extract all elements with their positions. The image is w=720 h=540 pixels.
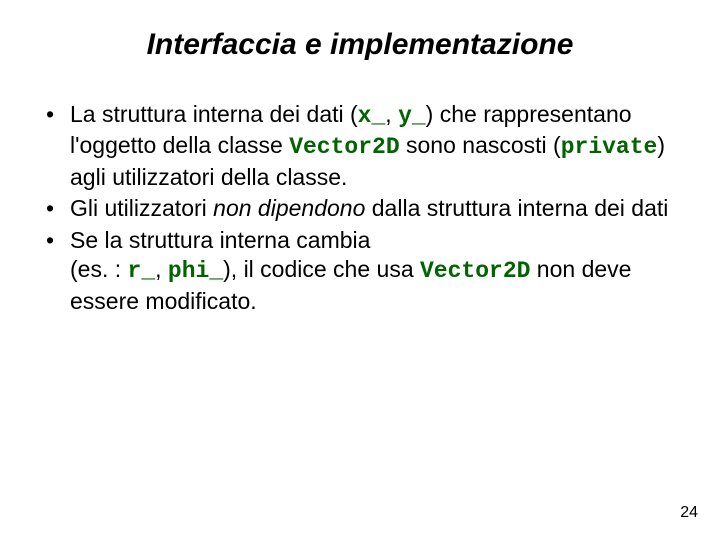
text: Gli utilizzatori — [70, 195, 213, 221]
bullet-item-2: Gli utilizzatori non dipendono dalla str… — [42, 194, 680, 223]
slide: Interfaccia e implementazione La struttu… — [0, 0, 720, 540]
bullet-item-1: La struttura interna dei dati (x_, y_) c… — [42, 100, 680, 192]
code-y: y_ — [398, 103, 426, 129]
code-vector2d-2: Vector2D — [420, 258, 530, 284]
italic-text: non dipendono — [213, 195, 365, 221]
code-r: r_ — [128, 258, 156, 284]
page-number: 24 — [680, 504, 698, 522]
bullet-item-3: Se la struttura interna cambia (es. : r_… — [42, 226, 680, 316]
bullet-list: La struttura interna dei dati (x_, y_) c… — [42, 100, 680, 316]
text: ), il codice che usa — [223, 256, 420, 282]
text: dalla struttura interna dei dati — [365, 195, 668, 221]
text: , — [155, 256, 168, 282]
text: Se la struttura interna cambia — [70, 227, 370, 253]
code-private: private — [561, 134, 658, 160]
text: La struttura interna dei dati ( — [70, 101, 358, 127]
code-phi: phi_ — [168, 258, 223, 284]
text: sono nascosti ( — [400, 132, 561, 158]
code-vector2d: Vector2D — [289, 134, 399, 160]
text: , — [385, 101, 398, 127]
slide-title: Interfaccia e implementazione — [40, 28, 680, 62]
code-x: x_ — [358, 103, 386, 129]
text: (es. : — [70, 256, 128, 282]
